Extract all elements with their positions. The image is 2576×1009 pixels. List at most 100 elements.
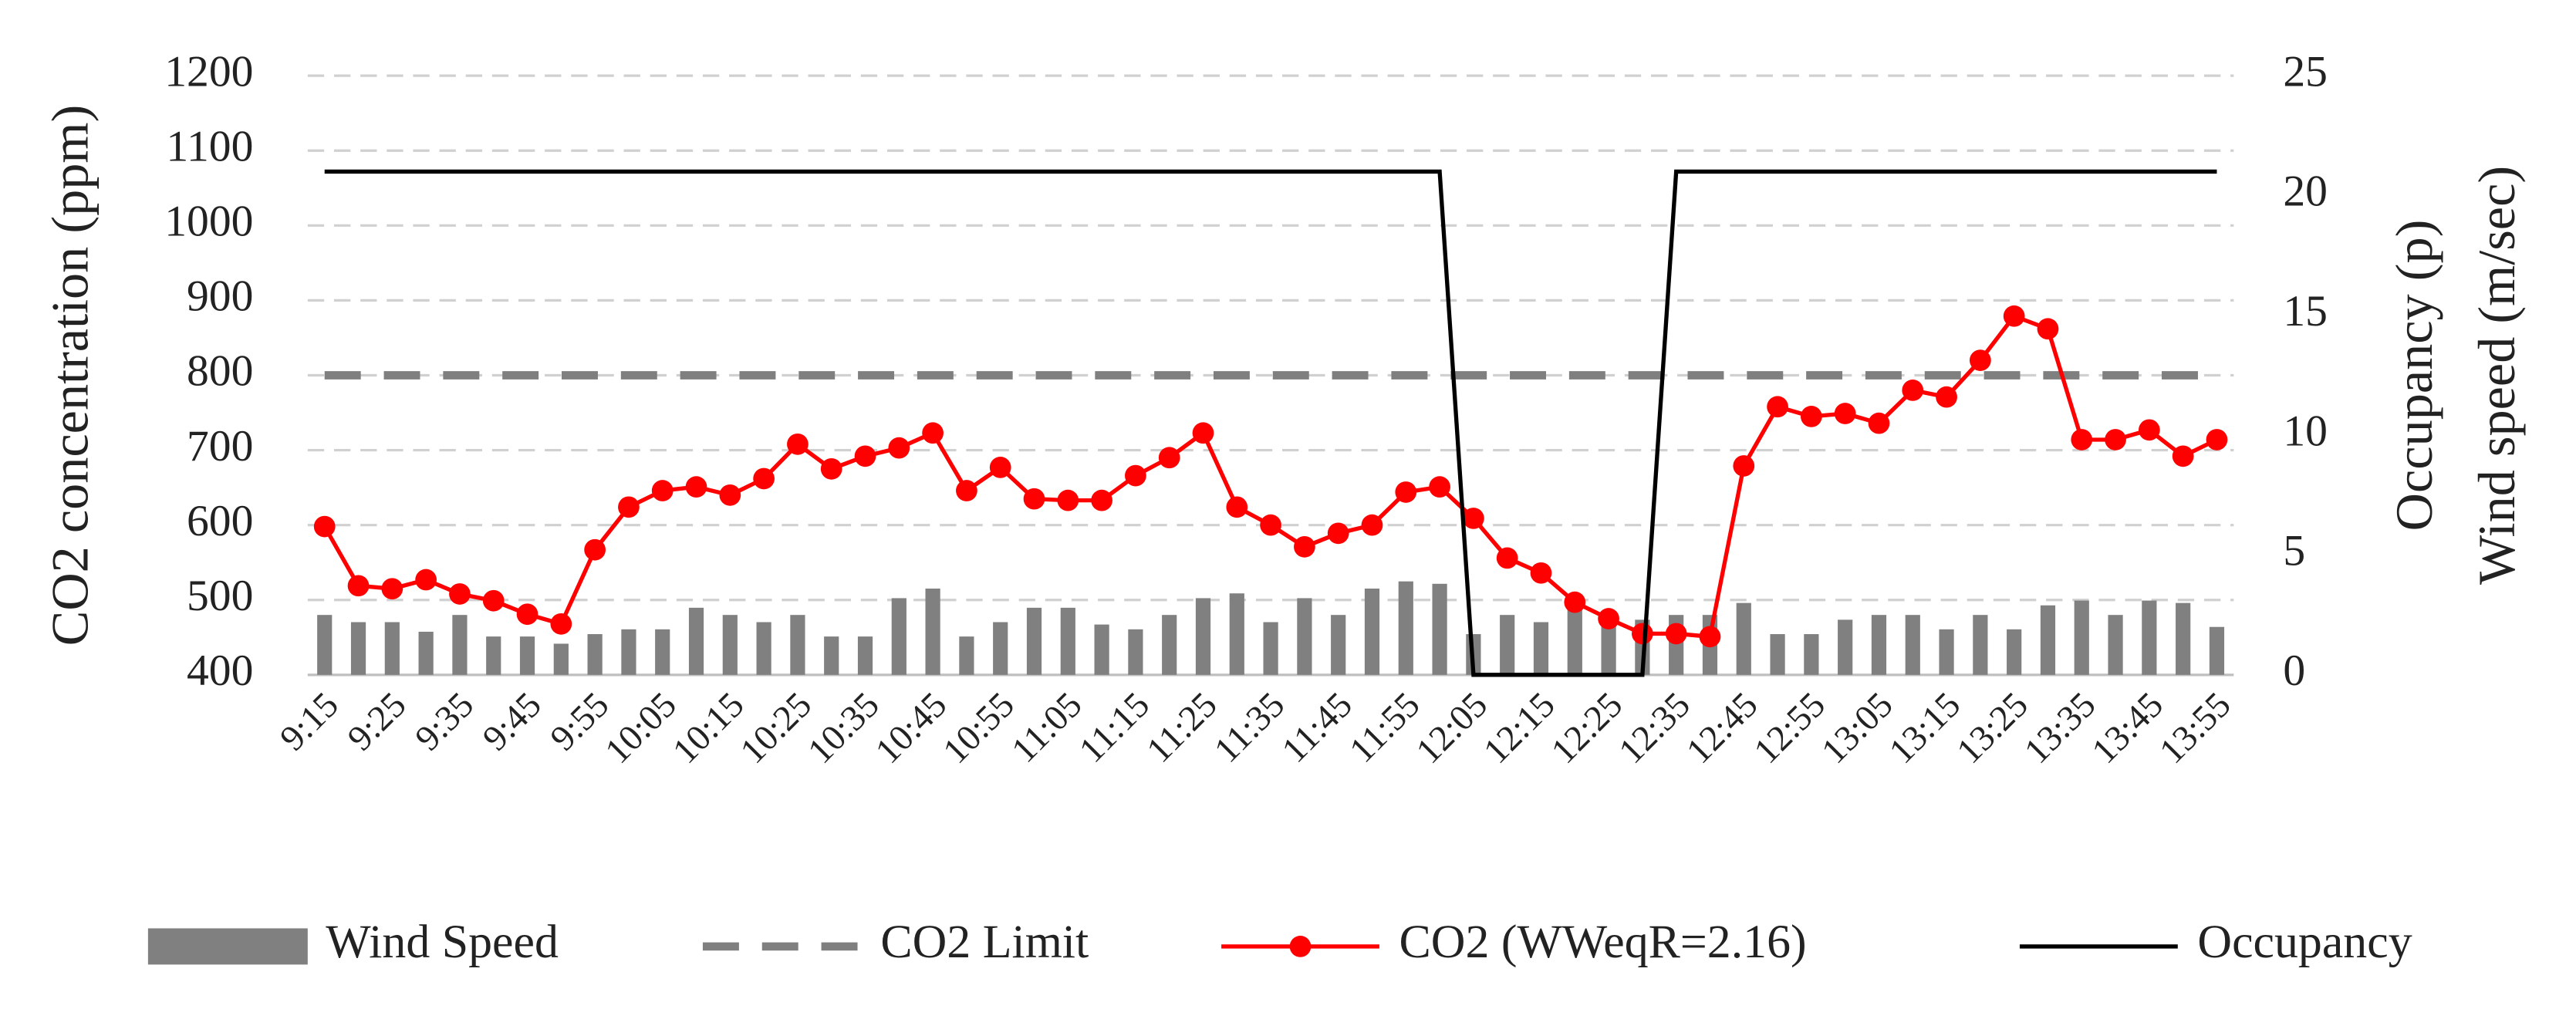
bar <box>1736 602 1751 675</box>
y-tick-label: 900 <box>187 272 253 321</box>
x-tick-label: 13:15 <box>1882 685 1968 771</box>
marker <box>1463 508 1484 529</box>
y-tick-label: 500 <box>187 572 253 620</box>
legend-label: Occupancy <box>2197 916 2412 968</box>
marker <box>618 496 640 518</box>
marker <box>1057 489 1079 511</box>
marker <box>347 575 370 597</box>
bar <box>2209 626 2225 675</box>
marker <box>1936 386 1957 408</box>
marker <box>1530 562 1552 584</box>
bar <box>1939 629 1954 675</box>
bar <box>2040 605 2056 675</box>
marker <box>1564 591 1586 613</box>
bar <box>1297 598 1312 675</box>
marker <box>787 433 809 455</box>
bar <box>1533 622 1549 675</box>
marker <box>516 603 538 626</box>
marker <box>1226 496 1248 518</box>
legend-marker <box>1289 936 1312 957</box>
marker <box>2206 429 2228 451</box>
y2-tick-label: 10 <box>2283 407 2328 455</box>
x-tick-label: 11:05 <box>1004 685 1089 771</box>
y2-tick-label: 20 <box>2283 167 2328 216</box>
marker <box>1361 514 1383 536</box>
marker <box>2003 305 2025 327</box>
marker <box>1091 489 1112 511</box>
bar <box>1770 634 1785 675</box>
marker <box>584 538 606 561</box>
line <box>322 313 2218 639</box>
marker <box>2138 419 2160 441</box>
bar <box>722 615 738 675</box>
marker <box>1023 488 1045 510</box>
legend-label: CO2 (WWeqR=2.16) <box>1399 916 1807 968</box>
marker <box>888 437 910 459</box>
bar <box>1263 622 1278 675</box>
bar <box>621 629 636 675</box>
x-tick-label: 12:05 <box>1409 685 1495 771</box>
x-tick-label: 9:35 <box>407 685 481 759</box>
bar <box>824 636 839 675</box>
x-tick-label: 13:25 <box>1949 685 2035 771</box>
bar <box>1331 615 1346 675</box>
y2-axis-title: Wind speed (m/sec) <box>2467 166 2526 585</box>
bar <box>1162 615 1177 675</box>
x-tick-label: 12:45 <box>1679 685 1765 771</box>
marker <box>1902 380 1924 401</box>
bar <box>1601 615 1616 675</box>
marker <box>415 569 437 591</box>
bar <box>1567 605 1582 675</box>
bar <box>2142 600 2157 675</box>
x-tick-label: 12:15 <box>1476 685 1562 771</box>
bar <box>317 615 333 675</box>
x-tick-label: 12:35 <box>1611 685 1697 771</box>
y-tick-label: 1000 <box>164 197 253 246</box>
marker <box>1294 535 1315 558</box>
marker <box>2172 445 2194 467</box>
bar <box>1026 607 1042 675</box>
marker <box>820 457 842 480</box>
marker <box>1868 412 1890 434</box>
marker <box>922 422 944 444</box>
bar <box>1432 583 1447 675</box>
bar <box>2074 600 2089 675</box>
x-tick-label: 11:35 <box>1207 685 1292 771</box>
bar <box>1500 615 1515 675</box>
bar <box>1905 615 1920 675</box>
x-tick-label: 10:35 <box>800 685 886 771</box>
bar <box>2007 629 2022 675</box>
marker <box>1327 522 1349 545</box>
x-tick-label: 9:15 <box>272 685 346 759</box>
bar <box>1195 598 1211 675</box>
bar <box>1364 589 1380 675</box>
bar <box>1838 619 1853 675</box>
marker <box>989 457 1011 478</box>
x-tick-label: 9:45 <box>475 685 549 759</box>
bar <box>350 622 366 675</box>
x-tick-label: 9:25 <box>340 685 414 759</box>
marker <box>1767 396 1788 418</box>
bar <box>384 622 400 675</box>
bar <box>587 634 603 675</box>
marker <box>1125 464 1146 487</box>
y2-tick-label: 15 <box>2283 287 2328 336</box>
x-tick-label: 13:55 <box>2152 685 2238 771</box>
marker <box>1665 623 1687 645</box>
marker <box>719 484 741 506</box>
x-tick-label: 13:05 <box>1814 685 1900 771</box>
y2-tick-label: 25 <box>2283 47 2328 96</box>
marker <box>854 445 876 467</box>
line <box>324 169 2217 677</box>
marker <box>1632 623 1653 645</box>
marker <box>1496 547 1518 569</box>
legend-label: CO2 Limit <box>880 916 1089 968</box>
bar <box>1229 593 1244 675</box>
marker <box>482 589 505 612</box>
bar <box>418 631 434 675</box>
bar <box>2176 602 2191 675</box>
y-tick-label: 700 <box>187 422 253 471</box>
marker <box>1260 514 1281 536</box>
bar <box>519 636 535 675</box>
